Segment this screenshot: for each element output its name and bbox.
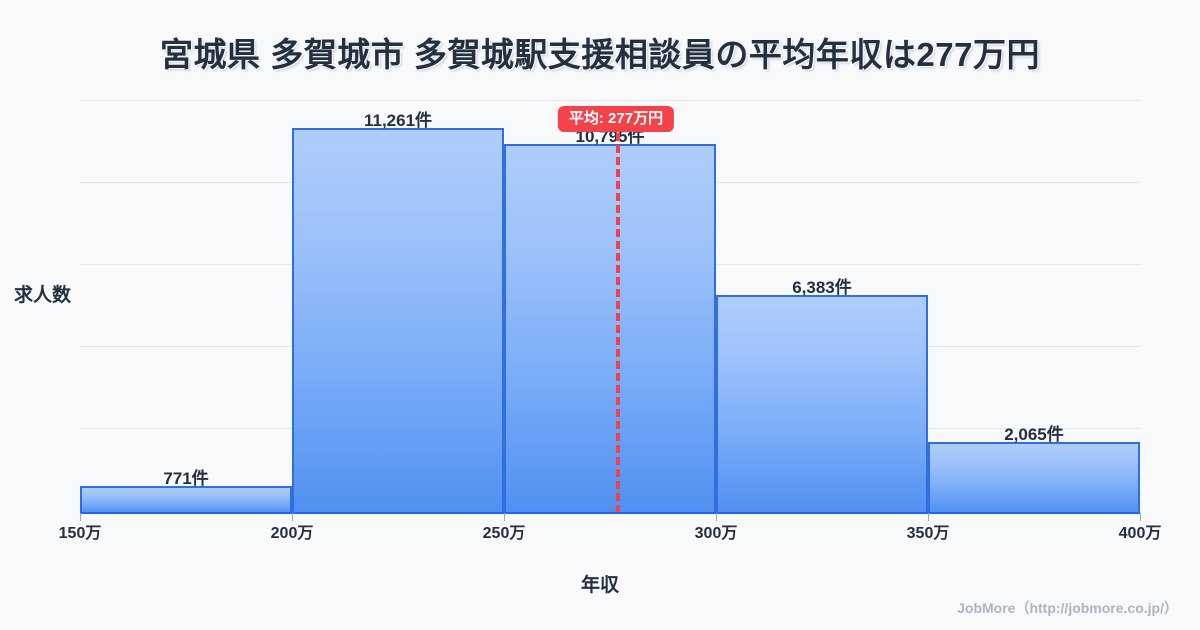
plot-area: 771件 11,261件 10,795件 6,383件 2,065件 [80,90,1140,513]
x-axis-title: 年収 [580,575,619,596]
average-line [616,133,620,513]
x-tick-label-4: 350万 [906,525,950,542]
y-axis-title: 求人数 [14,285,72,306]
bar-350-400[interactable] [928,442,1140,513]
bar-150-200[interactable] [80,486,292,513]
x-tick-mark [80,513,81,521]
x-tick-mark [928,513,929,521]
x-tick-label-1: 200万 [270,525,314,542]
x-tick-mark [1140,513,1141,521]
x-tick-label-5: 400万 [1118,525,1162,542]
x-tick-label-2: 250万 [482,525,526,542]
bar-value-label: 2,065件 [1004,425,1064,444]
x-tick-mark [504,513,505,521]
x-tick-label-0: 150万 [58,525,102,542]
bar-300-350[interactable] [716,295,928,513]
footer-credit: JobMore（http://jobmore.co.jp/） [957,600,1178,616]
x-axis-line [80,512,1140,514]
average-badge: 平均: 277万円 [557,106,675,133]
chart-title: 宮城県 多賀城市 多賀城駅支援相談員の平均年収は277万円 [160,36,1040,73]
bar-value-label: 771件 [163,469,209,488]
x-tick-mark [716,513,717,521]
gridline [80,100,1140,101]
x-tick-label-3: 300万 [694,525,738,542]
bar-200-250[interactable] [292,128,504,513]
bar-value-label: 6,383件 [792,278,852,297]
x-tick-mark [292,513,293,521]
bar-250-300[interactable] [504,144,716,513]
bar-value-label: 11,261件 [363,111,433,130]
